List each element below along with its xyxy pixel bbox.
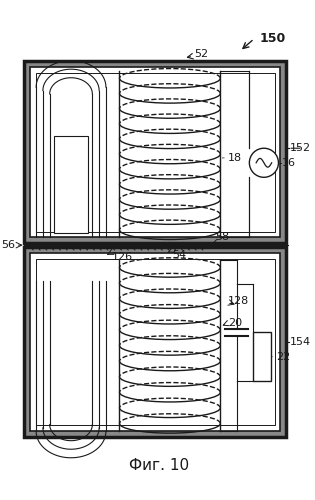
Text: 154: 154 bbox=[290, 337, 311, 347]
Bar bbox=[253, 332, 271, 381]
Text: 54: 54 bbox=[172, 250, 186, 260]
Bar bbox=[25, 61, 286, 243]
Text: 126: 126 bbox=[112, 252, 133, 262]
Bar bbox=[30, 253, 280, 432]
Text: 56: 56 bbox=[1, 240, 15, 250]
Bar bbox=[36, 258, 275, 426]
Text: 18: 18 bbox=[228, 153, 242, 163]
Text: 150: 150 bbox=[259, 32, 285, 45]
Text: Фиг. 10: Фиг. 10 bbox=[129, 458, 189, 472]
Text: 128: 128 bbox=[228, 296, 249, 306]
Bar bbox=[25, 247, 286, 437]
Text: 20: 20 bbox=[228, 318, 242, 328]
Text: 52: 52 bbox=[194, 49, 208, 59]
Bar bbox=[54, 136, 89, 232]
Bar bbox=[36, 72, 275, 232]
Bar bbox=[30, 67, 280, 237]
Text: 22: 22 bbox=[277, 352, 291, 362]
Text: 152: 152 bbox=[290, 143, 311, 153]
Text: 16: 16 bbox=[282, 158, 296, 168]
Circle shape bbox=[249, 148, 278, 178]
Text: 58: 58 bbox=[215, 232, 230, 242]
